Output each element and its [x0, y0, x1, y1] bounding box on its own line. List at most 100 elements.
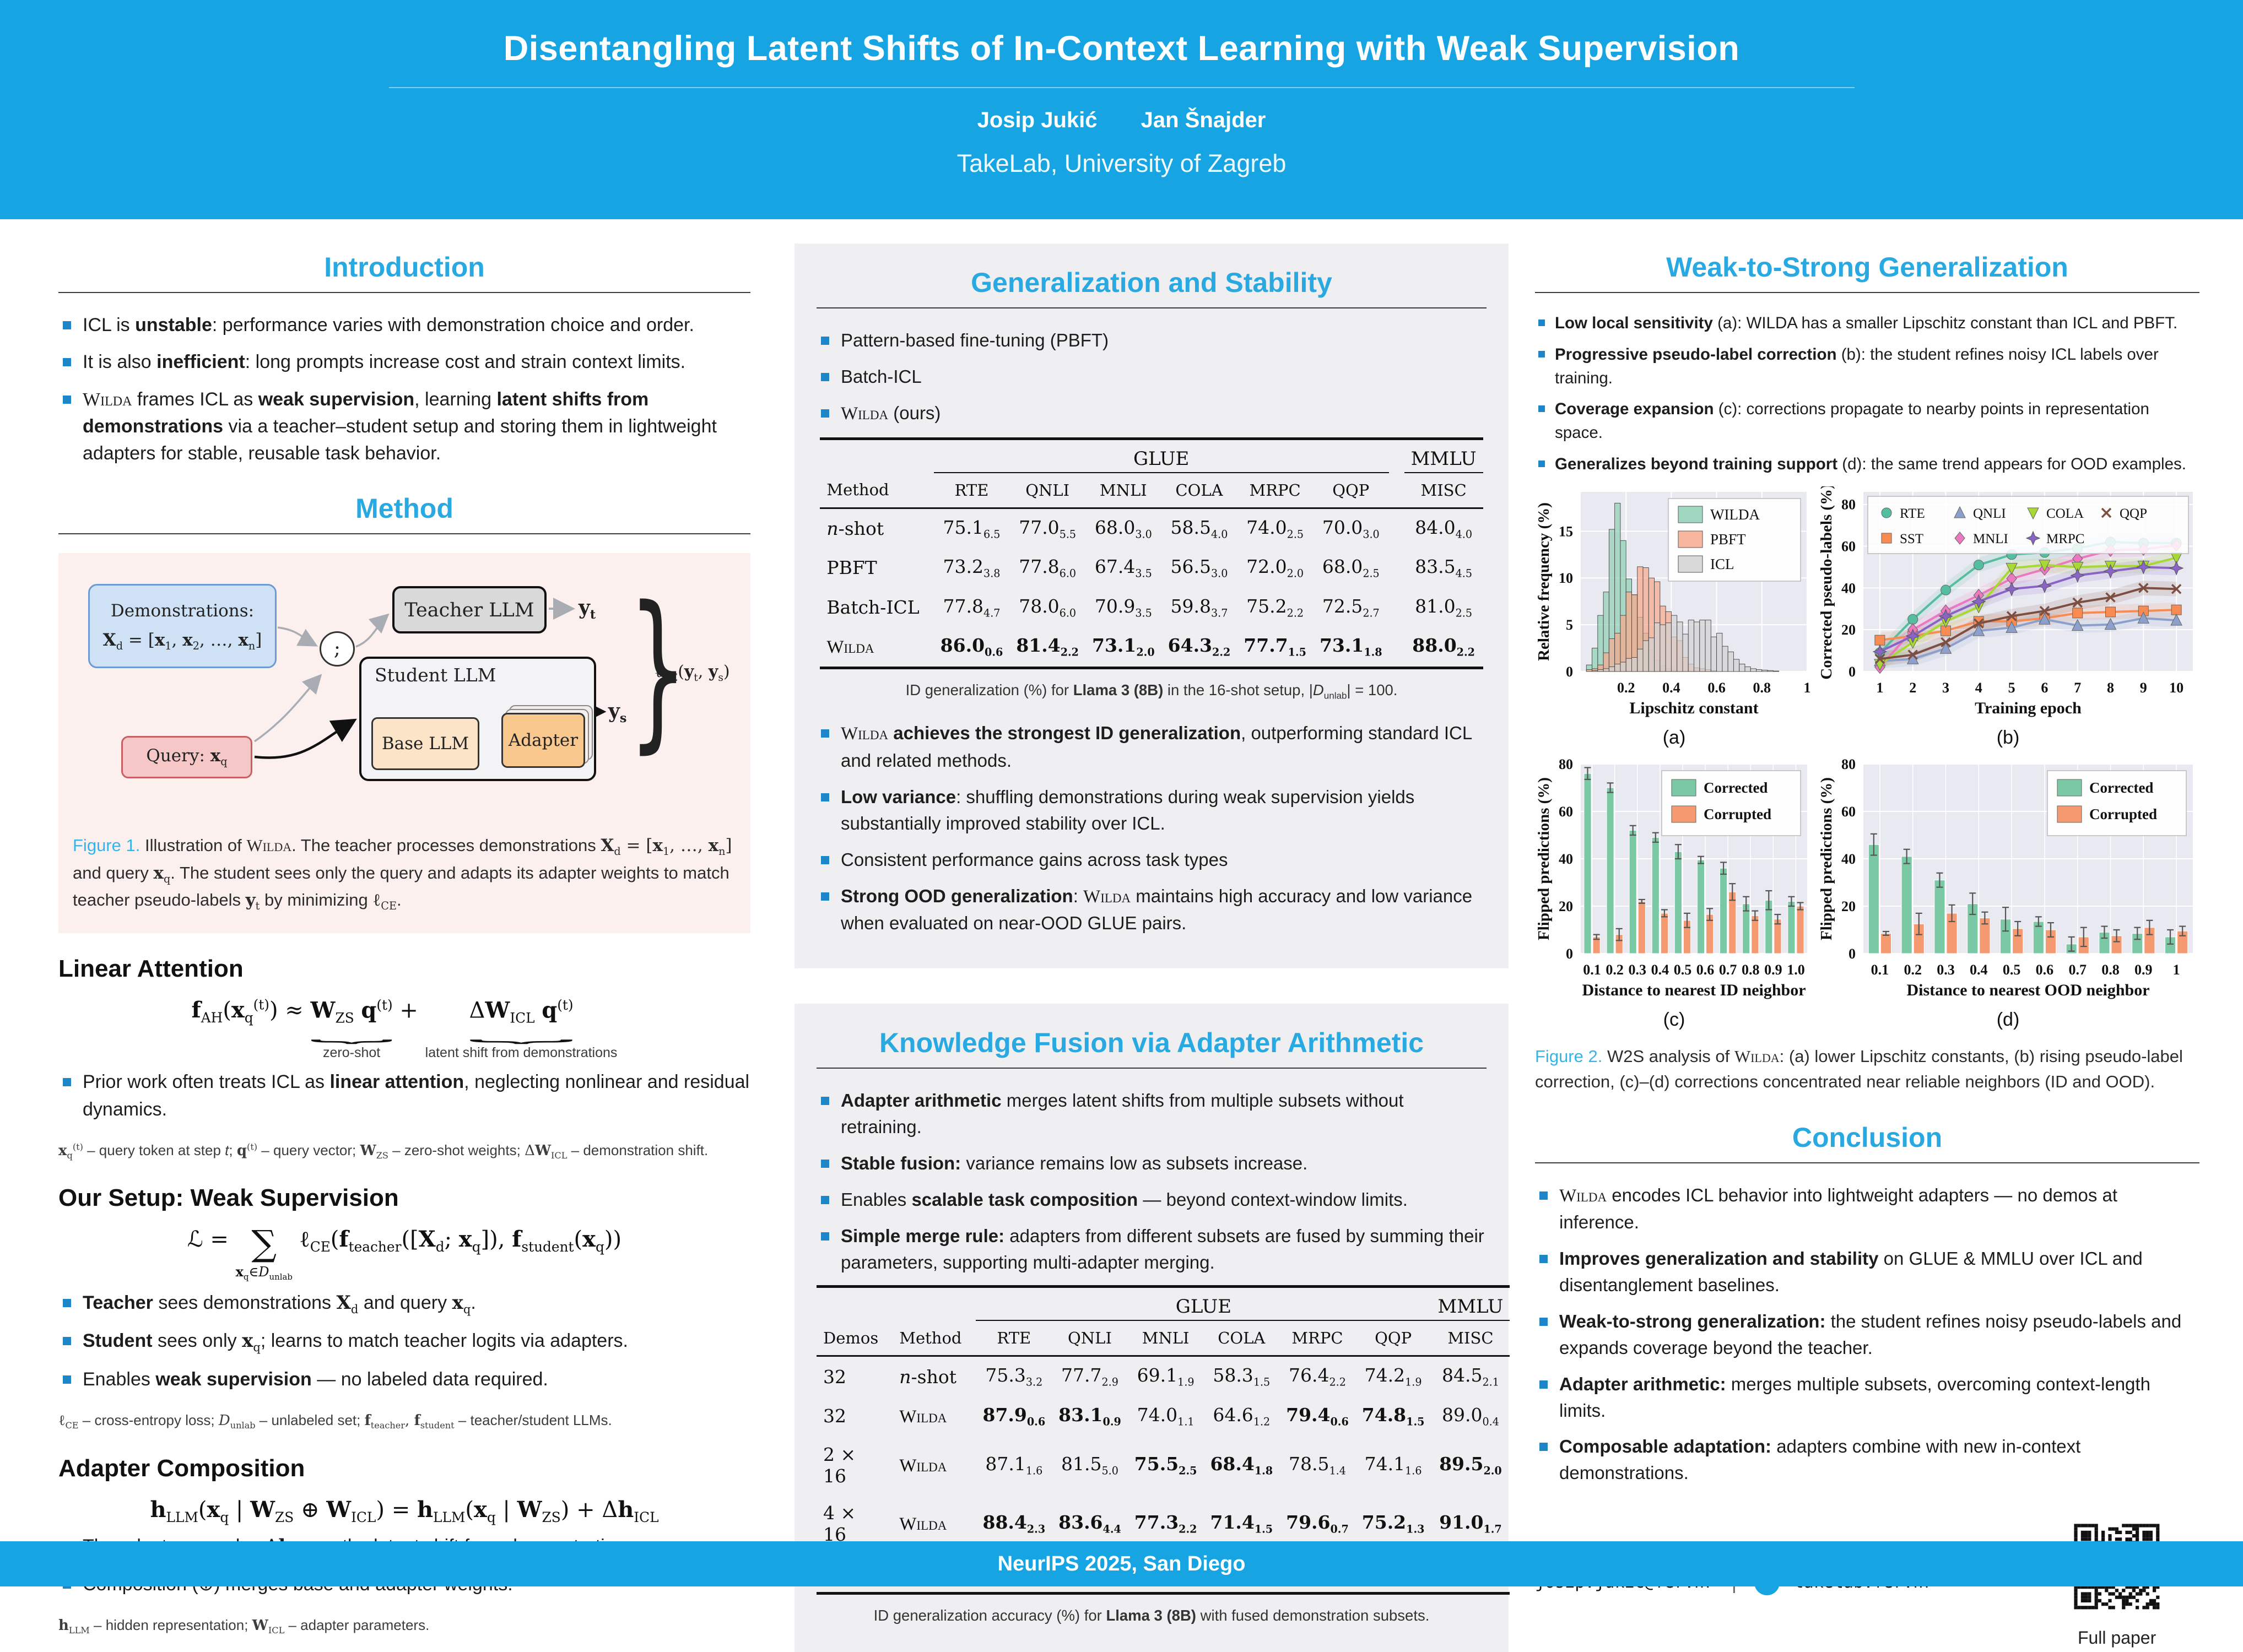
- svg-text:80: 80: [1841, 496, 1856, 512]
- chart-flipped-id: Corrected Corrupted 0 20 40 60 80 0.1 0.2 0.3 0.4 0…: [1535, 756, 1813, 1007]
- svg-text:1.0: 1.0: [1787, 962, 1805, 978]
- svg-text:20: 20: [1841, 898, 1856, 914]
- svg-text:40: 40: [1841, 580, 1856, 596]
- svg-text:0: 0: [1566, 946, 1573, 962]
- qr-label: Full paper: [2077, 1627, 2156, 1648]
- section-heading-generalization: Generalization and Stability: [971, 267, 1332, 298]
- author-2: Jan Šnajder: [1141, 108, 1266, 132]
- svg-text:0.4: 0.4: [1662, 680, 1680, 696]
- chart-a-svg: WILDA PBFT ICL 0 5 10 15 0.2 0.4 0.6 0.8 1 Lipschitz…: [1535, 491, 1811, 717]
- section-heading-method: Method: [355, 493, 453, 524]
- chart-flipped-ood: Corrected Corrupted 0 20 40 60 80 0.1 0.2 0.3 0.4 0…: [1818, 756, 2198, 1007]
- right-column: Weak-to-Strong Generalization Low local …: [1535, 243, 2199, 1648]
- svg-text:0.2: 0.2: [1904, 962, 1922, 978]
- figure-1-diagram: Demonstrations: Xd = [x1, x2, …, xn] Que…: [73, 570, 736, 819]
- bullet-item: Batch-ICL: [817, 364, 1487, 390]
- svg-text:20: 20: [1559, 898, 1573, 914]
- svg-text:60: 60: [1841, 538, 1856, 554]
- setup-footnote: ℓCE – cross-entropy loss; Dunlab – unlab…: [58, 1412, 612, 1431]
- poster-title: Disentangling Latent Shifts of In-Contex…: [503, 29, 1740, 68]
- svg-text:2: 2: [1909, 680, 1916, 696]
- svg-text:3: 3: [1942, 680, 1949, 696]
- teacher-llm-box: Teacher LLM: [392, 586, 547, 634]
- section-rule: [1535, 292, 2199, 293]
- fusion-panel: Knowledge Fusion via Adapter Arithmetic …: [794, 1004, 1510, 1652]
- section-heading-fusion: Knowledge Fusion via Adapter Arithmetic: [879, 1027, 1424, 1059]
- svg-text:6: 6: [2041, 680, 2048, 696]
- svg-text:0.5: 0.5: [1674, 962, 1692, 978]
- student-llm-label: Student LLM: [375, 664, 496, 686]
- svg-text:0.7: 0.7: [1719, 962, 1737, 978]
- left-column: Introduction ICL is unstable: performanc…: [58, 243, 750, 1641]
- demonstrations-box: Demonstrations: Xd = [x1, x2, …, xn]: [88, 584, 277, 669]
- svg-text:40: 40: [1559, 851, 1573, 867]
- svg-text:1: 1: [2172, 962, 2180, 978]
- header-divider: [388, 87, 1855, 88]
- setup-bullets: Teacher sees demonstrations Xd and query…: [58, 1290, 750, 1393]
- svg-text:Corrupted: Corrupted: [1704, 806, 1771, 822]
- bullet-item: Teacher sees demonstrations Xd and query…: [58, 1290, 750, 1318]
- bullet-item: It is also inefficient: long prompts inc…: [58, 349, 750, 376]
- subheading-adapter-composition: Adapter Composition: [58, 1454, 305, 1482]
- generalization-findings: Wilda achieves the strongest ID generali…: [817, 720, 1487, 936]
- weak-supervision-equation: ℒ = ∑ xq∈Dunlab ℓCE(fteacher([Xd; xq]), f…: [187, 1223, 622, 1282]
- bullet-item: Enables weak supervision — no labeled da…: [58, 1366, 750, 1393]
- svg-text:1: 1: [1804, 680, 1811, 696]
- middle-column: Generalization and Stability Pattern-bas…: [794, 243, 1510, 1652]
- svg-text:RTE: RTE: [1900, 506, 1925, 521]
- svg-text:0.6: 0.6: [1696, 962, 1715, 978]
- table-1-caption: ID generalization (%) for Llama 3 (8B) i…: [905, 681, 1398, 701]
- results-table-fusion: GLUE MMLU Demos Method RTE QNLI MNLI COLA MRPC QQ…: [817, 1285, 1510, 1595]
- chart-b-svg: RTE SST QNLI MNLI COLA MRPC QQP 0 20 40 60 80 1 2 3 4 5 6…: [1818, 484, 2193, 717]
- svg-text:Corrected: Corrected: [1704, 779, 1768, 796]
- svg-text:7: 7: [2074, 680, 2081, 696]
- section-rule: [817, 1068, 1487, 1069]
- bullet-item: Wilda frames ICL as weak supervision, le…: [58, 386, 750, 468]
- student-llm-box: Student LLM Base LLM Adapter: [359, 657, 596, 782]
- section-rule: [58, 533, 750, 535]
- bullet-item: Wilda encodes ICL behavior into lightwei…: [1535, 1182, 2199, 1236]
- svg-text:10: 10: [2169, 680, 2183, 696]
- svg-text:60: 60: [1841, 804, 1856, 820]
- svg-text:0.4: 0.4: [1970, 962, 1988, 978]
- affiliation: TakeLab, University of Zagreb: [956, 149, 1287, 177]
- subplot-label-b: (b): [1996, 727, 2020, 748]
- underbrace: [310, 1026, 393, 1040]
- svg-text:60: 60: [1559, 804, 1573, 820]
- fusion-bullets: Adapter arithmetic merges latent shifts …: [817, 1087, 1487, 1275]
- svg-text:0.9: 0.9: [2134, 962, 2153, 978]
- svg-text:4: 4: [1975, 680, 1982, 696]
- svg-text:0.7: 0.7: [2068, 962, 2087, 978]
- svg-text:Distance to nearest OOD neighb: Distance to nearest OOD neighbor: [1906, 981, 2149, 999]
- bullet-item: Wilda (ours): [817, 400, 1487, 427]
- svg-text:0.8: 0.8: [1742, 962, 1760, 978]
- svg-text:8: 8: [2107, 680, 2114, 696]
- query-box: Query: xq: [121, 736, 252, 778]
- section-rule: [817, 307, 1487, 308]
- adapter-box: Adapter: [501, 705, 593, 768]
- figure-2-caption: Figure 2. W2S analysis of Wilda: (a) low…: [1535, 1046, 2183, 1092]
- results-table-id-generalization: GLUE MMLU Method RTE QNLI MNLI COLA MRPC QQP MISC…: [820, 437, 1483, 669]
- subheading-setup: Our Setup: Weak Supervision: [58, 1184, 399, 1212]
- chart-c-svg: Corrected Corrupted 0 20 40 60 80 0.1 0.2 0.3 0.4 0…: [1535, 756, 1807, 999]
- svg-text:0.3: 0.3: [1629, 962, 1647, 978]
- teacher-output-label: yt: [579, 596, 596, 622]
- bullet-item: Weak-to-strong generalization: the stude…: [1535, 1308, 2199, 1361]
- svg-text:20: 20: [1841, 622, 1856, 638]
- svg-text:MRPC: MRPC: [2046, 532, 2084, 546]
- svg-text:0.8: 0.8: [2101, 962, 2120, 978]
- section-rule: [58, 292, 750, 293]
- svg-text:0.6: 0.6: [1707, 680, 1726, 696]
- svg-text:QNLI: QNLI: [1973, 506, 2006, 521]
- svg-text:Corrupted: Corrupted: [2089, 806, 2157, 822]
- svg-text:WILDA: WILDA: [1710, 506, 1760, 523]
- svg-text:Relative frequency (%): Relative frequency (%): [1536, 502, 1553, 661]
- chart-lipschitz-histogram: WILDA PBFT ICL 0 5 10 15 0.2 0.4 0.6 0.8 1 Lipschitz…: [1535, 486, 1813, 725]
- section-rule: [1535, 1162, 2199, 1163]
- figure-1-panel: Demonstrations: Xd = [x1, x2, …, xn] Que…: [58, 553, 750, 933]
- svg-text:PBFT: PBFT: [1710, 531, 1746, 548]
- bullet-item: Generalizes beyond training support (d):…: [1535, 453, 2199, 476]
- section-heading-w2s: Weak-to-Strong Generalization: [1666, 252, 2068, 283]
- authors: Josip Jukić Jan Šnajder: [0, 108, 2243, 133]
- svg-text:0: 0: [1849, 946, 1856, 962]
